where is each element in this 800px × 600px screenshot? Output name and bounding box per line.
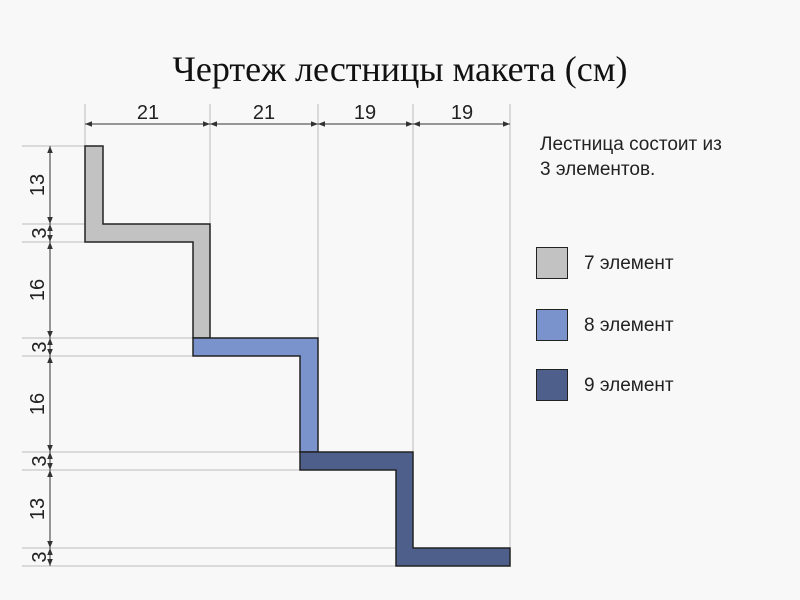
legend-swatch-8 <box>536 309 568 341</box>
left-dim-label-0: 13 <box>27 174 49 196</box>
top-dim-label-2: 19 <box>354 102 376 124</box>
left-dim-label-2: 16 <box>27 279 49 301</box>
stair-element-9 <box>299 451 511 567</box>
stair-element-8 <box>192 337 319 453</box>
legend-label-9: 9 элемент <box>584 375 674 396</box>
left-dim-label-1: 3 <box>29 227 51 238</box>
top-dim-label-1: 21 <box>253 102 275 124</box>
stair-element-7 <box>84 145 211 339</box>
vertical-guide-lines <box>84 104 511 548</box>
left-dim-label-6: 13 <box>27 498 49 520</box>
legend-label-7: 7 элемент <box>584 253 674 274</box>
description-text: Лестница состоит из 3 элементов. <box>540 132 790 182</box>
left-dim-label-4: 16 <box>27 393 49 415</box>
left-dim-label-3: 3 <box>29 341 51 352</box>
description-line-1: Лестница состоит из <box>540 134 722 155</box>
legend-label-8: 8 элемент <box>584 315 674 336</box>
left-dim-label-5: 3 <box>29 455 51 466</box>
left-dim-label-7: 3 <box>29 551 51 562</box>
top-dim-label-3: 19 <box>451 102 473 124</box>
legend-swatch-9 <box>536 369 568 401</box>
page-title: Чертеж лестницы макета (см) <box>172 49 628 89</box>
top-dim-label-0: 21 <box>137 102 159 124</box>
description-line-2: 3 элементов. <box>540 159 656 180</box>
legend-swatch-7 <box>536 247 568 279</box>
